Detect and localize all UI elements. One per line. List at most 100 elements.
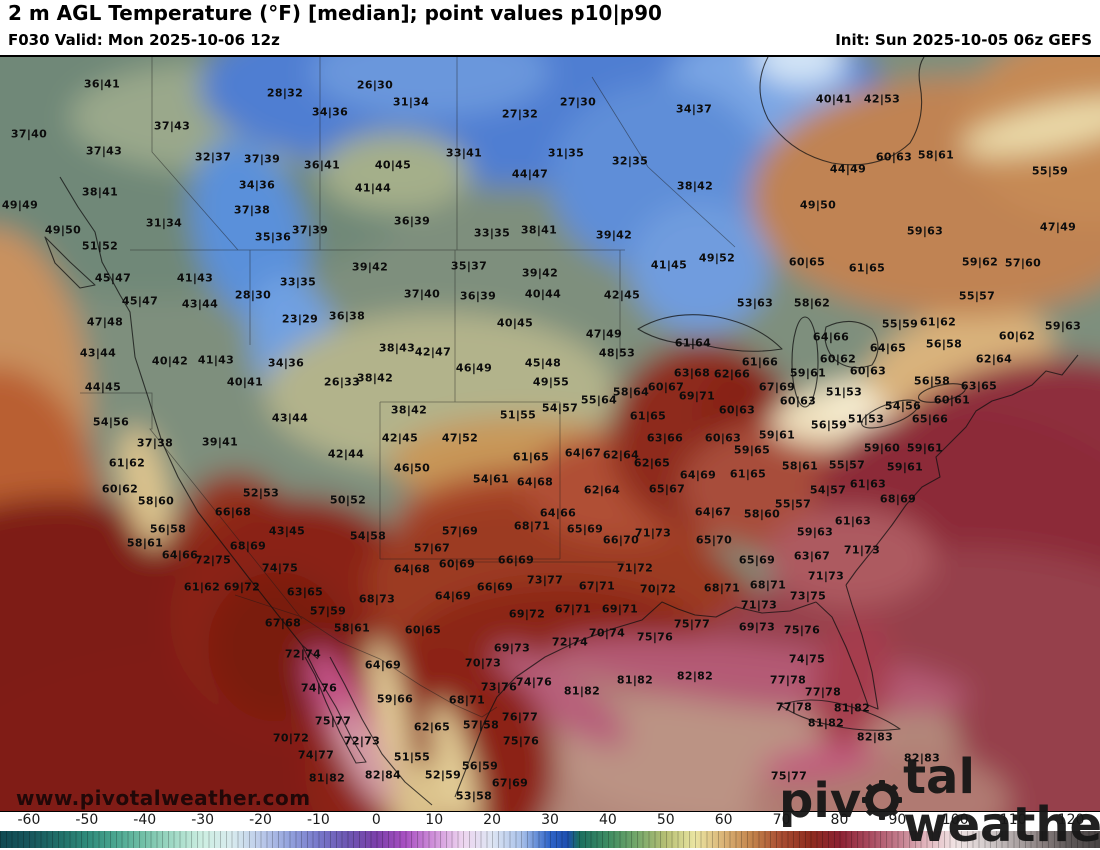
point-value: 81|82 (616, 673, 654, 687)
colorbar-tick-label: 60 (714, 812, 733, 828)
point-value: 61|63 (849, 477, 887, 491)
point-value: 40|45 (374, 158, 412, 172)
point-value: 45|47 (121, 294, 159, 308)
point-value: 56|58 (925, 337, 963, 351)
point-value: 59|60 (863, 441, 901, 455)
point-value: 41|43 (176, 271, 214, 285)
point-value: 27|30 (559, 95, 597, 109)
point-value: 55|59 (881, 317, 919, 331)
point-value: 38|41 (520, 223, 558, 237)
point-value: 75|77 (314, 714, 352, 728)
point-value: 55|64 (580, 393, 618, 407)
point-value: 62|66 (713, 367, 751, 381)
point-value: 81|82 (563, 684, 601, 698)
point-value: 34|36 (267, 356, 305, 370)
point-value: 82|83 (856, 730, 894, 744)
point-value: 28|30 (234, 288, 272, 302)
point-value: 69|73 (493, 641, 531, 655)
point-value: 47|48 (86, 315, 124, 329)
point-value: 58|60 (743, 507, 781, 521)
point-value: 34|36 (311, 105, 349, 119)
point-value: 66|69 (476, 580, 514, 594)
point-value: 56|59 (461, 759, 499, 773)
point-value: 71|72 (616, 561, 654, 575)
point-value: 64|66 (539, 506, 577, 520)
point-value: 60|62 (998, 329, 1036, 343)
point-value: 59|61 (886, 460, 924, 474)
colorbar-tick-label: 20 (483, 812, 502, 828)
point-value: 59|66 (376, 692, 414, 706)
point-value: 64|69 (679, 468, 717, 482)
point-value: 31|34 (392, 95, 430, 109)
point-value: 37|43 (153, 119, 191, 133)
point-value: 54|56 (92, 415, 130, 429)
point-value: 33|41 (445, 146, 483, 160)
point-value: 65|70 (695, 533, 733, 547)
point-value: 37|39 (291, 223, 329, 237)
point-value: 59|62 (961, 255, 999, 269)
colorbar-tick-label: 40 (598, 812, 617, 828)
point-value: 52|59 (424, 768, 462, 782)
point-value: 60|63 (875, 150, 913, 164)
point-value: 51|53 (825, 385, 863, 399)
logo-text-left: piv (779, 773, 862, 829)
point-value: 68|71 (448, 693, 486, 707)
point-value: 61|63 (834, 514, 872, 528)
point-value: 59|65 (733, 443, 771, 457)
point-value: 31|34 (145, 216, 183, 230)
point-value: 64|67 (564, 446, 602, 460)
point-value: 39|41 (201, 435, 239, 449)
point-value: 58|61 (126, 536, 164, 550)
point-value: 59|63 (906, 224, 944, 238)
colorbar-tick-label: -10 (306, 812, 330, 828)
point-value: 64|65 (869, 341, 907, 355)
point-value: 49|49 (1, 198, 39, 212)
colorbar-tick-label: -60 (17, 812, 41, 828)
point-value: 71|73 (843, 543, 881, 557)
point-value: 41|44 (354, 181, 392, 195)
point-value: 55|57 (828, 458, 866, 472)
point-value: 55|57 (774, 497, 812, 511)
colorbar-tick-label: 50 (656, 812, 675, 828)
logo-text-right: tal weather (903, 749, 1100, 850)
point-value: 45|48 (524, 356, 562, 370)
point-value: 55|57 (958, 289, 996, 303)
point-value: 70|72 (639, 582, 677, 596)
point-value: 64|67 (694, 505, 732, 519)
colorbar-tick-labels: -60 -50 -40 -30 -20 -10 0 10 20 30 40 50 60 70 80 90 100… (0, 812, 1100, 830)
point-value: 42|44 (327, 447, 365, 461)
point-value: 40|44 (524, 287, 562, 301)
point-value: 44|47 (511, 167, 549, 181)
point-value: 44|49 (829, 162, 867, 176)
point-value: 52|53 (242, 486, 280, 500)
point-value: 26|33 (323, 375, 361, 389)
point-value: 43|44 (181, 297, 219, 311)
point-value: 59|61 (906, 441, 944, 455)
point-value: 38|42 (390, 403, 428, 417)
point-value: 37|40 (10, 127, 48, 141)
point-value: 61|62 (919, 315, 957, 329)
point-value: 36|41 (303, 158, 341, 172)
point-value: 67|71 (554, 602, 592, 616)
point-value: 56|58 (913, 374, 951, 388)
point-value: 38|41 (81, 185, 119, 199)
point-value: 67|68 (264, 616, 302, 630)
colorbar-tick-label: 80 (830, 812, 849, 828)
point-value: 66|69 (497, 553, 535, 567)
point-value: 72|74 (284, 647, 322, 661)
point-value: 54|56 (884, 399, 922, 413)
page-title: 2 m AGL Temperature (°F) [median]; point… (8, 1, 662, 25)
point-value: 70|72 (272, 731, 310, 745)
point-value: 68|69 (229, 539, 267, 553)
colorbar-tick-label: -40 (133, 812, 157, 828)
point-value: 71|73 (740, 598, 778, 612)
point-value: 67|69 (491, 776, 529, 790)
point-value: 67|71 (578, 579, 616, 593)
point-value: 49|50 (44, 223, 82, 237)
point-value: 58|62 (793, 296, 831, 310)
colorbar-segment-lines (0, 831, 1100, 848)
colorbar-tick-label: 30 (541, 812, 559, 828)
point-value: 34|36 (238, 178, 276, 192)
point-value: 67|69 (758, 380, 796, 394)
colorbar-tick-label: -20 (249, 812, 272, 828)
